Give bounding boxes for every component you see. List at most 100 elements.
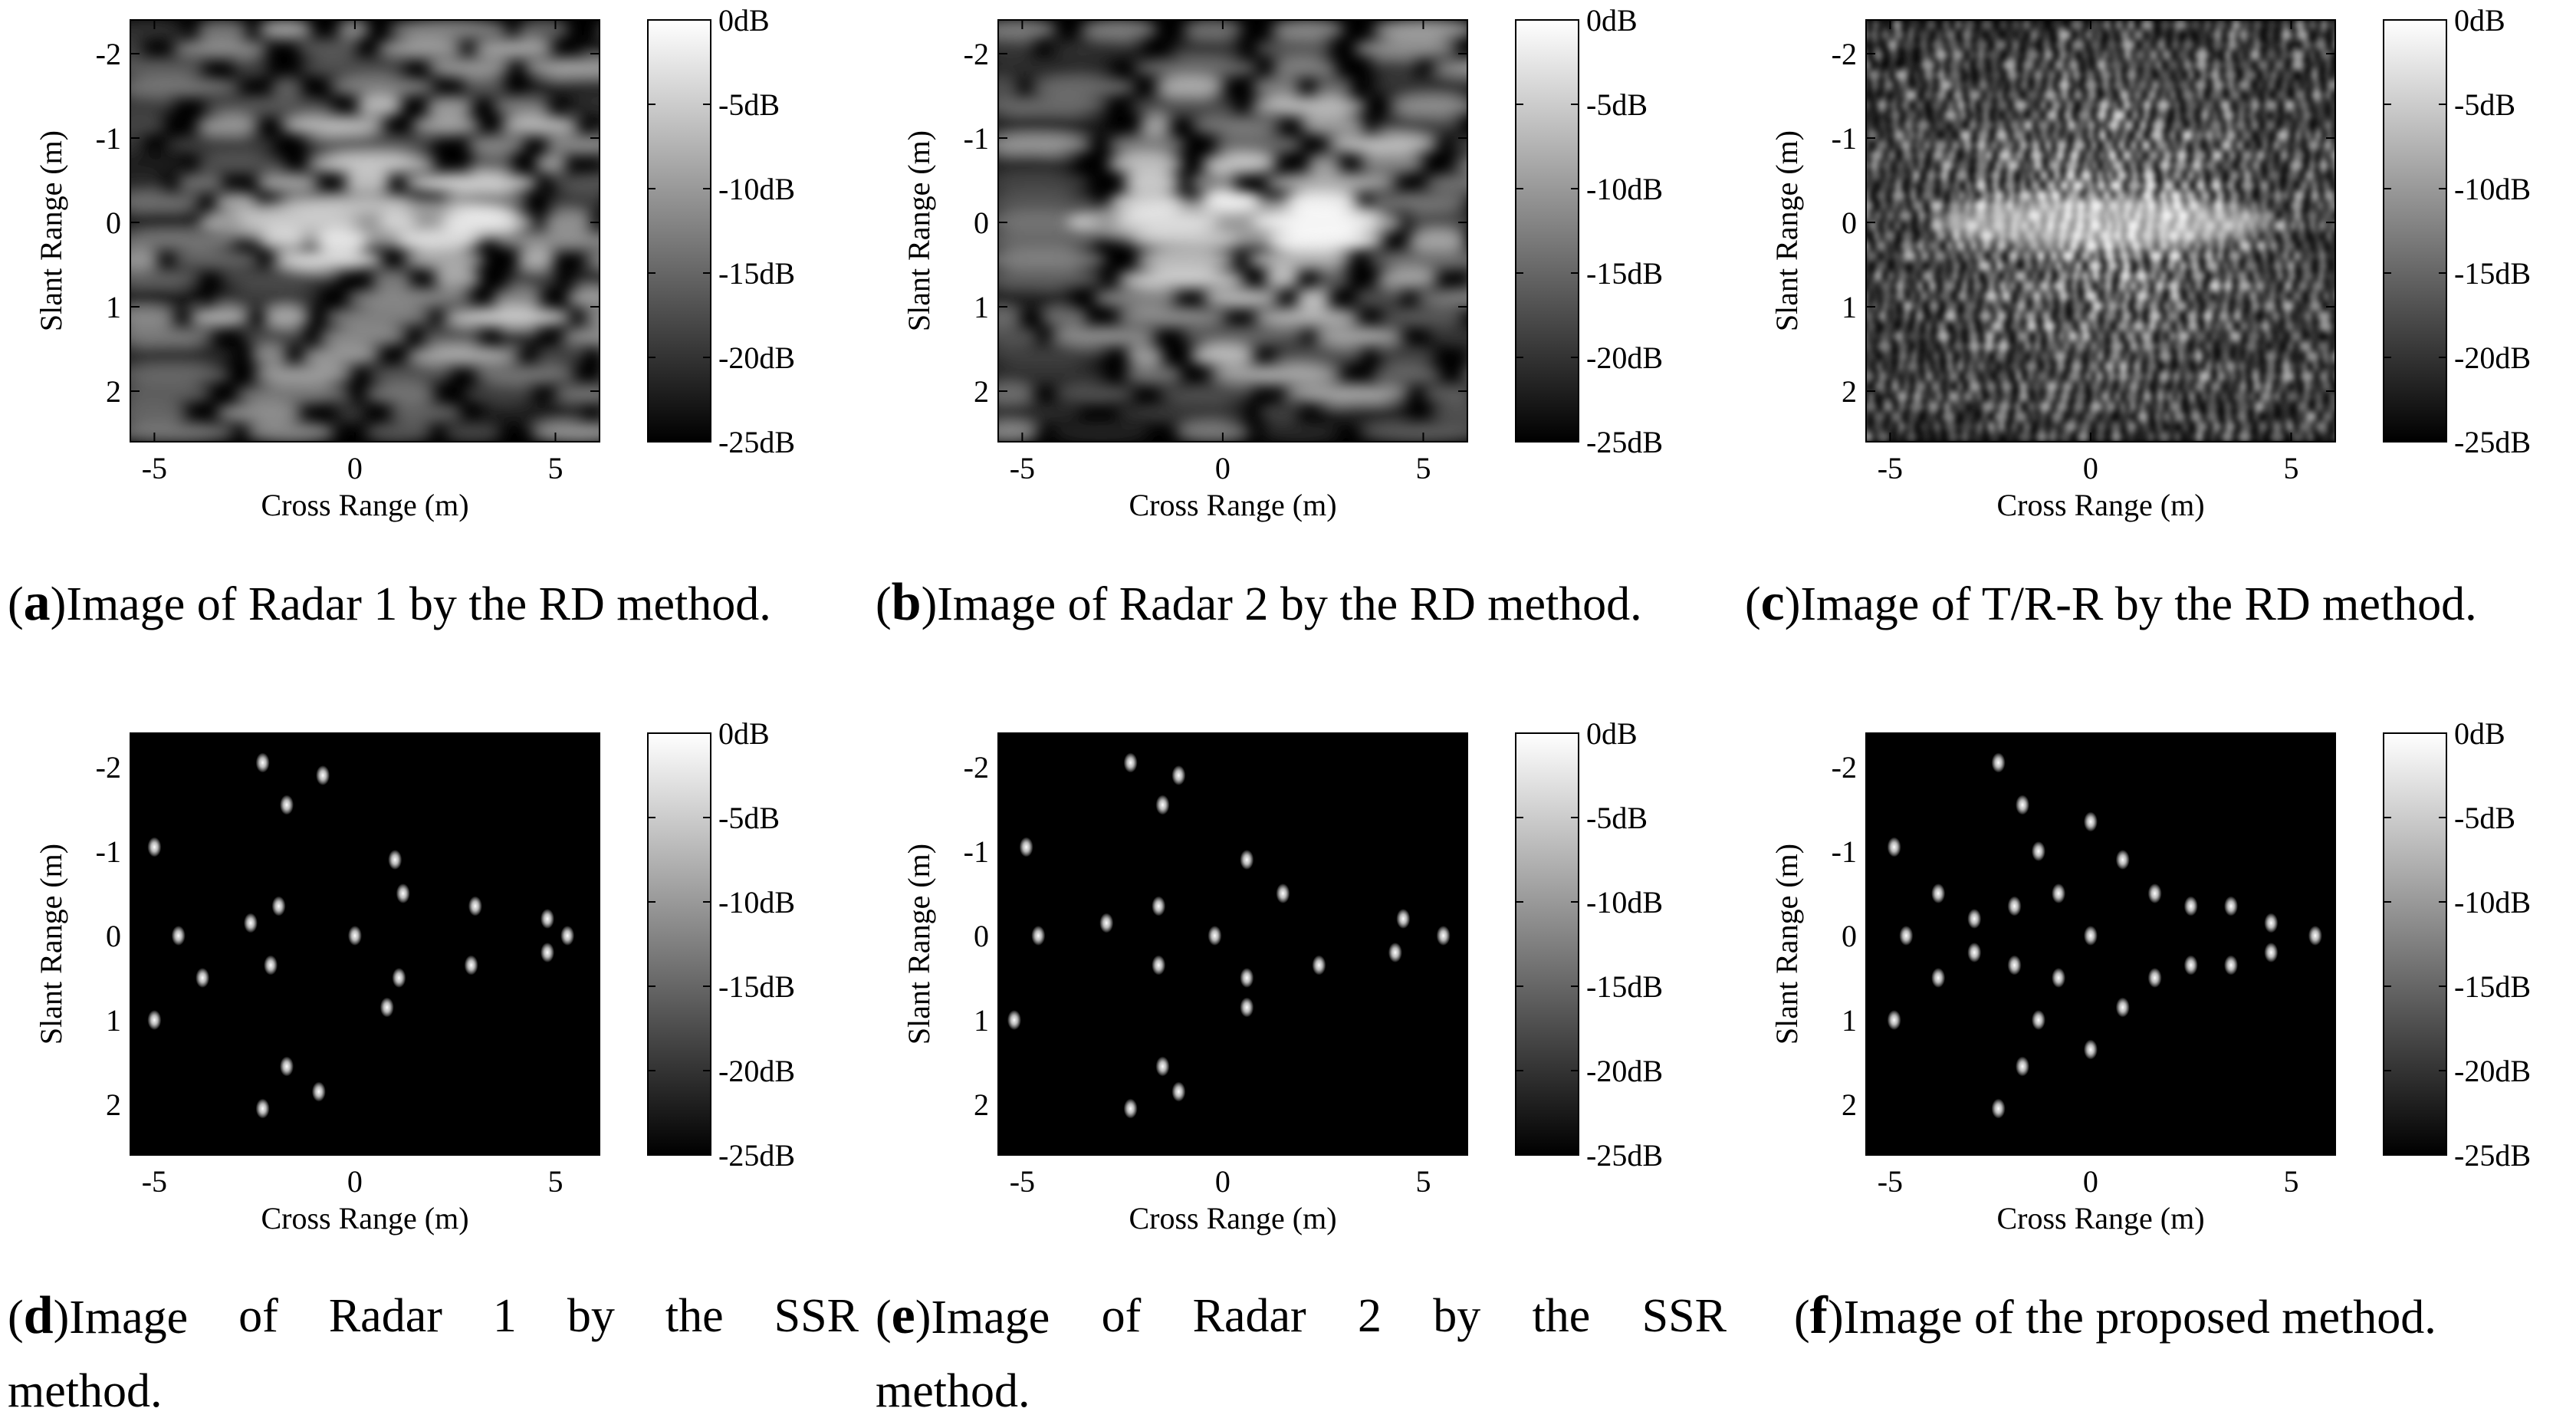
y-axis-label: Slant Range (m) (34, 130, 68, 331)
colorbar-tick-label: -5dB (718, 801, 780, 835)
x-axis-label: Cross Range (m) (1129, 488, 1336, 522)
scatter-point (2083, 1039, 2098, 1060)
scatter-point (1991, 752, 2006, 773)
colorbar-gradient (647, 19, 711, 443)
caption-e-line1: (e)Image of Radar 2 by the SSR (876, 1279, 1727, 1354)
plot-area-d (130, 733, 600, 1155)
caption-f-text: Image of the proposed method. (1843, 1291, 2436, 1344)
scatter-point (1007, 1010, 1021, 1030)
y-tick-label: 1 (974, 290, 989, 324)
colorbar-tick-label: -20dB (718, 341, 795, 375)
colorbar-tick-label: -15dB (1586, 969, 1663, 1004)
scatter-point (1931, 883, 1946, 903)
x-tick-label: -5 (1010, 1164, 1035, 1199)
scatter-point (255, 752, 270, 773)
scatter-point (171, 926, 186, 946)
colorbar-d: 0dB -5dB -10dB -15dB -20dB -25dB (647, 716, 795, 1173)
colorbar-tick-label: 0dB (718, 3, 770, 38)
colorbar-tick-label: 0dB (1586, 716, 1638, 751)
caption-e-line2: method. (876, 1365, 1030, 1417)
y-tick-label: -1 (964, 121, 989, 156)
caption-a-text: Image of Radar 1 by the RD method. (66, 578, 771, 630)
scatter-point (1276, 883, 1290, 903)
scatter-point (271, 896, 286, 916)
y-tick-label: 2 (1842, 374, 1857, 409)
image-a (130, 20, 600, 442)
scatter-point (280, 1056, 294, 1077)
colorbar-tick-label: -15dB (718, 969, 795, 1004)
colorbar-tick-label: -10dB (718, 172, 795, 206)
x-tick-label: 0 (2083, 451, 2098, 485)
scatter-point (1152, 955, 1166, 976)
y-tick-label: -1 (1832, 834, 1857, 869)
caption-d-line2: method. (8, 1365, 163, 1417)
scatter-point (468, 896, 482, 916)
scatter-point (2031, 1010, 2045, 1030)
colorbar-tick-label: -15dB (1586, 256, 1663, 291)
caption-e-word: by (1433, 1290, 1481, 1342)
caption-e-word: Radar (1192, 1290, 1306, 1342)
y-axis-label: Slant Range (m) (1769, 844, 1804, 1045)
y-tick-label: 2 (974, 1087, 989, 1122)
scatter-point (196, 968, 210, 988)
y-axis-label: Slant Range (m) (1769, 130, 1804, 331)
scatter-point (255, 1098, 270, 1119)
panel-d: -5 0 5 -2 -1 0 1 2 Cross Range (m) Slant Range (m… (34, 716, 795, 1236)
caption-e: (e)Image of Radar 2 by the SSR method. (876, 1279, 1727, 1428)
caption-d: (d)Image of Radar 1 by the SSR method. (8, 1279, 859, 1428)
colorbar-tick-label: -20dB (1586, 1054, 1663, 1088)
colorbar-tick-label: -15dB (2454, 256, 2531, 291)
x-tick-label: 0 (347, 451, 363, 485)
scatter-point (1155, 1056, 1170, 1077)
scatter-point (2147, 883, 2162, 903)
scatter-point (1099, 913, 1114, 933)
y-tick-label: 1 (106, 1003, 121, 1038)
y-tick-label: -2 (1832, 750, 1857, 785)
y-tick-label: 0 (106, 919, 121, 953)
scatter-point (264, 955, 278, 976)
scatter-point (1436, 926, 1451, 946)
colorbar-tick-label: -25dB (718, 425, 795, 459)
scatter-point (2115, 850, 2130, 870)
scatter-point (316, 765, 330, 785)
colorbar-tick-label: -10dB (2454, 885, 2531, 920)
scatter-point (147, 1010, 162, 1030)
x-axis-label: Cross Range (m) (261, 1201, 468, 1236)
scatter-point (2052, 968, 2066, 988)
y-tick-label: 0 (974, 919, 989, 953)
y-tick-label: 1 (1842, 1003, 1857, 1038)
scatter-point (1152, 896, 1166, 916)
scatter-point (380, 997, 394, 1018)
x-tick-label: -5 (1878, 1164, 1903, 1199)
x-tick-label: -5 (1010, 451, 1035, 485)
colorbar-tick-label: -25dB (1586, 1138, 1663, 1173)
scatter-point (1123, 752, 1138, 773)
caption-c-text: Image of T/R-R by the RD method. (1800, 578, 2477, 630)
colorbar-a: 0dB -5dB -10dB -15dB -20dB -25dB (647, 3, 795, 459)
scatter-point (2224, 955, 2238, 976)
y-axis-label: Slant Range (m) (34, 844, 68, 1045)
y-tick-label: 2 (106, 374, 121, 409)
x-axis-label: Cross Range (m) (1996, 1201, 2204, 1236)
colorbar-tick-label: 0dB (2454, 716, 2505, 751)
caption-e-word: of (1101, 1290, 1142, 1342)
scatter-point (1171, 765, 1186, 785)
scatter-point (2007, 896, 2022, 916)
caption-d-line1: (d)Image of Radar 1 by the SSR (8, 1279, 859, 1354)
scatter-point (1967, 909, 1982, 929)
caption-b-letter: b (891, 573, 922, 632)
colorbar-gradient (647, 732, 711, 1156)
image-d (147, 752, 575, 1119)
scatter-point (2016, 1056, 2029, 1077)
colorbar-gradient (2383, 732, 2447, 1156)
scatter-point (560, 926, 575, 946)
scatter-point (540, 943, 554, 962)
y-tick-label: 0 (1842, 206, 1857, 240)
panel-b: -5 0 5 -2 -1 0 1 2 Cross Range (m) Slant Range (m… (902, 3, 1663, 522)
plot-area-f (1866, 733, 2335, 1155)
scatter-point (1887, 1010, 1901, 1030)
x-axis-label: Cross Range (m) (261, 488, 468, 522)
plot-frame-d (130, 732, 600, 1156)
caption-c: (c)Image of T/R-R by the RD method. (1745, 573, 2477, 632)
colorbar-tick-label: -5dB (718, 87, 780, 122)
